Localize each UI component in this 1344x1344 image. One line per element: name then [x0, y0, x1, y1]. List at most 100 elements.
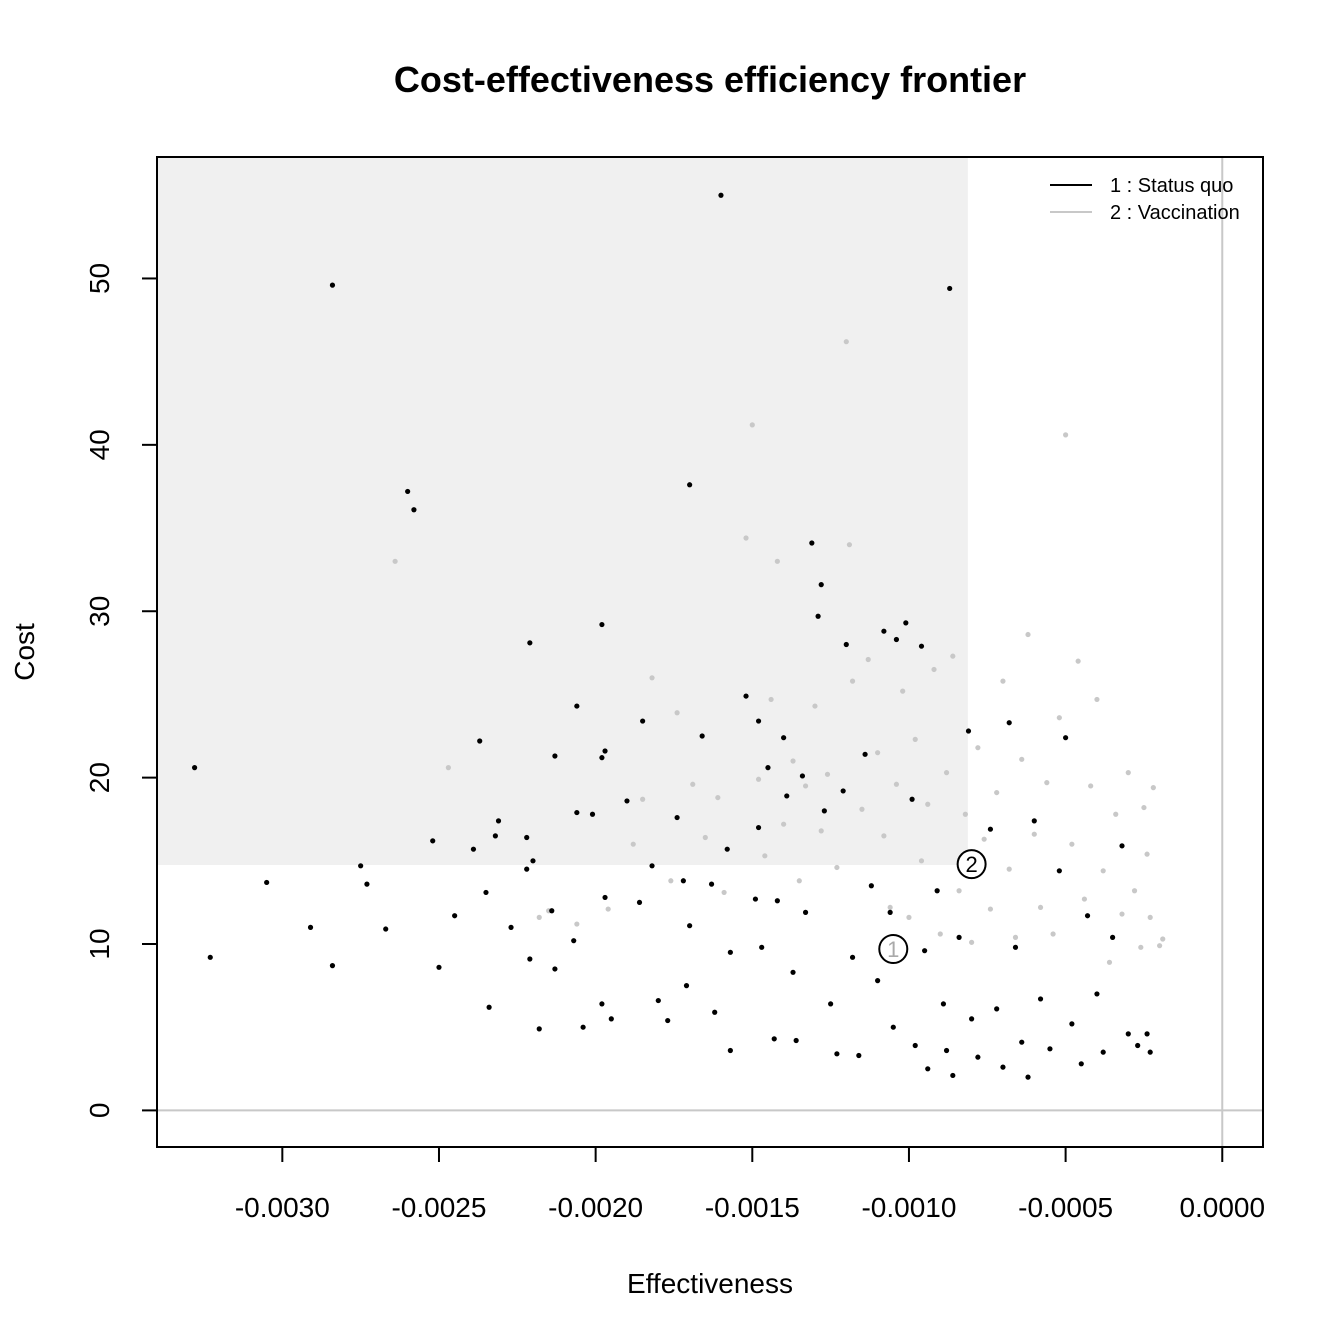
data-point [430, 838, 436, 844]
data-point [470, 846, 477, 852]
data-point [859, 806, 865, 812]
data-point [893, 781, 900, 787]
data-point [1012, 934, 1019, 940]
data-point [1119, 911, 1125, 917]
data-point [655, 997, 661, 1004]
data-point [818, 828, 824, 834]
data-point [640, 796, 646, 802]
data-point [1050, 931, 1056, 937]
data-point [1094, 696, 1100, 703]
data-point [649, 675, 655, 681]
data-point [1106, 959, 1113, 965]
data-point [834, 1051, 840, 1057]
data-point [508, 924, 514, 930]
data-point [1157, 943, 1163, 949]
data-point [1056, 715, 1062, 721]
data-point [549, 908, 555, 914]
data-point [875, 978, 881, 984]
data-point [1000, 678, 1006, 684]
data-point [1000, 1064, 1006, 1070]
x-tick-label: -0.0020 [548, 1192, 643, 1223]
data-point [687, 923, 693, 929]
data-point [947, 285, 953, 292]
data-point [943, 770, 950, 776]
data-point [599, 755, 605, 761]
data-point [969, 939, 975, 945]
data-point [715, 794, 721, 801]
data-point [862, 751, 868, 757]
data-point [1147, 914, 1153, 920]
data-point [712, 1009, 718, 1015]
data-point [1037, 904, 1044, 911]
data-point [969, 1016, 975, 1022]
data-point [307, 924, 314, 930]
data-point [768, 696, 774, 703]
data-point [790, 758, 796, 764]
data-point [994, 1006, 1000, 1012]
data-point [865, 656, 871, 663]
data-point [524, 834, 530, 841]
data-point [690, 781, 696, 787]
mean-marker-label-2: 2 [965, 852, 977, 877]
data-point [912, 1042, 918, 1049]
data-point [552, 753, 558, 759]
data-point [918, 643, 925, 649]
data-point [812, 703, 818, 709]
mean-marker-1 [878, 934, 909, 964]
plot-area: 12 [157, 157, 1263, 1147]
data-point [1147, 1049, 1153, 1055]
data-point [589, 811, 596, 817]
x-axis-label: Effectiveness [627, 1268, 793, 1299]
data-point [1113, 811, 1119, 817]
data-point [1006, 720, 1012, 726]
data-point [956, 888, 962, 894]
data-point [1069, 1021, 1075, 1027]
data-point [809, 540, 815, 546]
data-point [975, 1054, 981, 1060]
data-point [1144, 851, 1150, 857]
data-point [524, 866, 530, 872]
data-point [875, 750, 881, 756]
data-point [680, 878, 686, 884]
data-point [950, 1072, 956, 1079]
data-point [364, 881, 370, 887]
chart-title: Cost-effectiveness efficiency frontier [394, 59, 1026, 100]
data-point [527, 640, 533, 646]
data-point [906, 914, 912, 920]
data-point [1135, 1042, 1141, 1049]
data-point [608, 1016, 614, 1022]
data-point [749, 422, 755, 428]
legend-label-vaccination: 2 : Vaccination [1110, 202, 1240, 224]
data-point [912, 736, 918, 742]
data-point [815, 613, 821, 619]
data-point [574, 921, 580, 927]
data-point [868, 883, 874, 889]
data-point [605, 906, 611, 912]
data-point [1019, 1039, 1025, 1045]
data-point [755, 776, 762, 782]
data-point [774, 898, 780, 904]
mean-marker-label-1: 1 [887, 937, 899, 962]
x-tick-label: -0.0005 [1018, 1192, 1113, 1223]
data-point [934, 888, 940, 894]
data-point [721, 889, 727, 896]
data-point [665, 1017, 671, 1024]
data-point [755, 718, 762, 724]
x-tick-label: -0.0025 [391, 1192, 486, 1223]
y-tick-label: 50 [84, 263, 115, 294]
data-point [1025, 631, 1031, 638]
data-point [636, 899, 643, 906]
data-point [802, 783, 809, 789]
y-tick-label: 20 [84, 762, 115, 793]
data-point [793, 1037, 799, 1044]
data-point [784, 793, 790, 799]
data-point [580, 1024, 586, 1030]
data-point [881, 833, 887, 839]
data-point [937, 931, 943, 937]
data-point [752, 896, 759, 902]
data-point [1044, 780, 1050, 786]
data-point [846, 542, 853, 548]
dominated-region [157, 157, 968, 865]
data-point [931, 666, 937, 673]
